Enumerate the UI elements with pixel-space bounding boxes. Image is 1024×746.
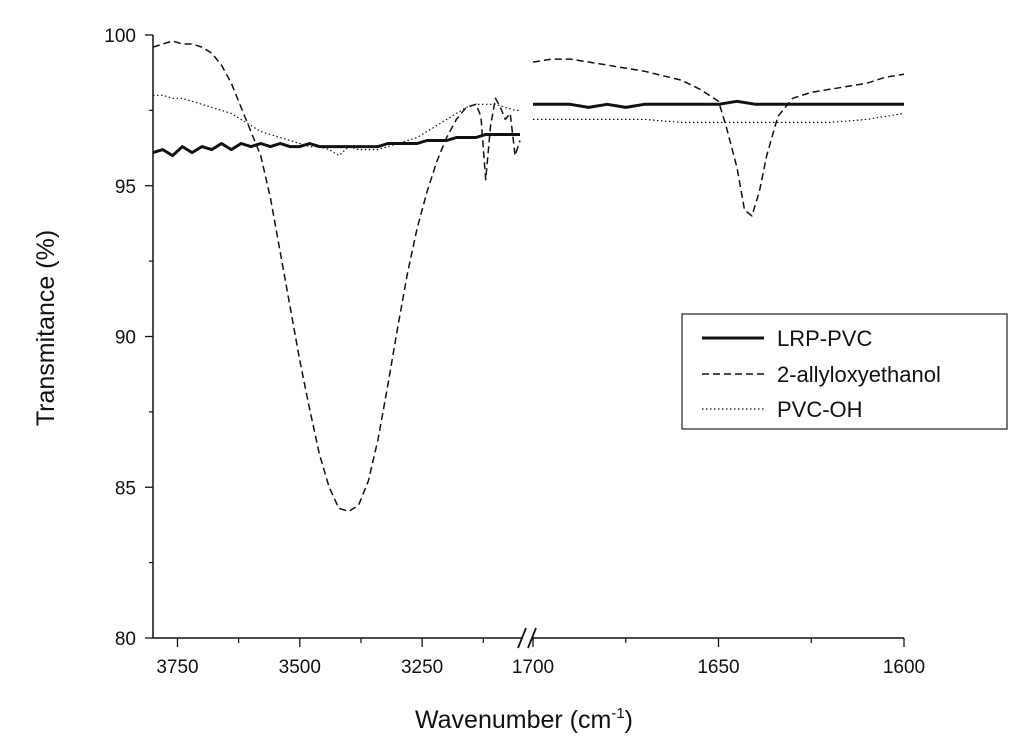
x-tick-label: 3250: [401, 657, 443, 678]
series-line-pvc-oh: [533, 112, 905, 124]
legend-label-2-allyloxyethanol: 2-allyloxyethanol: [777, 362, 941, 387]
series-line-2-allyloxyethanol: [532, 58, 905, 217]
y-tick-label: 85: [115, 478, 136, 499]
x-axis-title-superscript: -1: [611, 705, 624, 722]
series-line-lrp-pvc: [152, 133, 520, 158]
x-tick-label: 1700: [512, 657, 554, 678]
x-tick-label: 1600: [883, 657, 925, 678]
legend-box: [681, 313, 1008, 430]
x-axis-title-main: Wavenumber (cm: [415, 706, 611, 734]
series-line-lrp-pvc: [533, 99, 904, 109]
y-axis-title: Transmitance (%): [32, 230, 60, 426]
axes: 80 85 90 95 100 3750 3500 3250 1700 1650 1600: [104, 26, 925, 678]
y-tick-label: 100: [104, 26, 136, 47]
series-line-2-allyloxyethanol: [152, 40, 521, 513]
x-axis-title: Wavenumber (cm-1): [415, 705, 633, 734]
x-tick-label: 1650: [697, 657, 739, 678]
y-tick-label: 95: [115, 177, 136, 198]
y-tick-label: 90: [115, 328, 136, 349]
x-axis-title-suffix: ): [625, 706, 633, 734]
y-tick-label: 80: [115, 629, 136, 650]
legend-label-lrp-pvc: LRP-PVC: [777, 326, 872, 351]
legend-label-pvc-oh: PVC-OH: [777, 397, 863, 422]
legend: LRP-PVC 2-allyloxyethanol PVC-OH: [681, 313, 1008, 430]
series-layer: [152, 40, 905, 513]
axis-break-mark: [517, 627, 527, 649]
axis-break-mark: [527, 627, 537, 649]
x-tick-label: 3500: [279, 657, 321, 678]
x-tick-label: 3750: [156, 657, 198, 678]
